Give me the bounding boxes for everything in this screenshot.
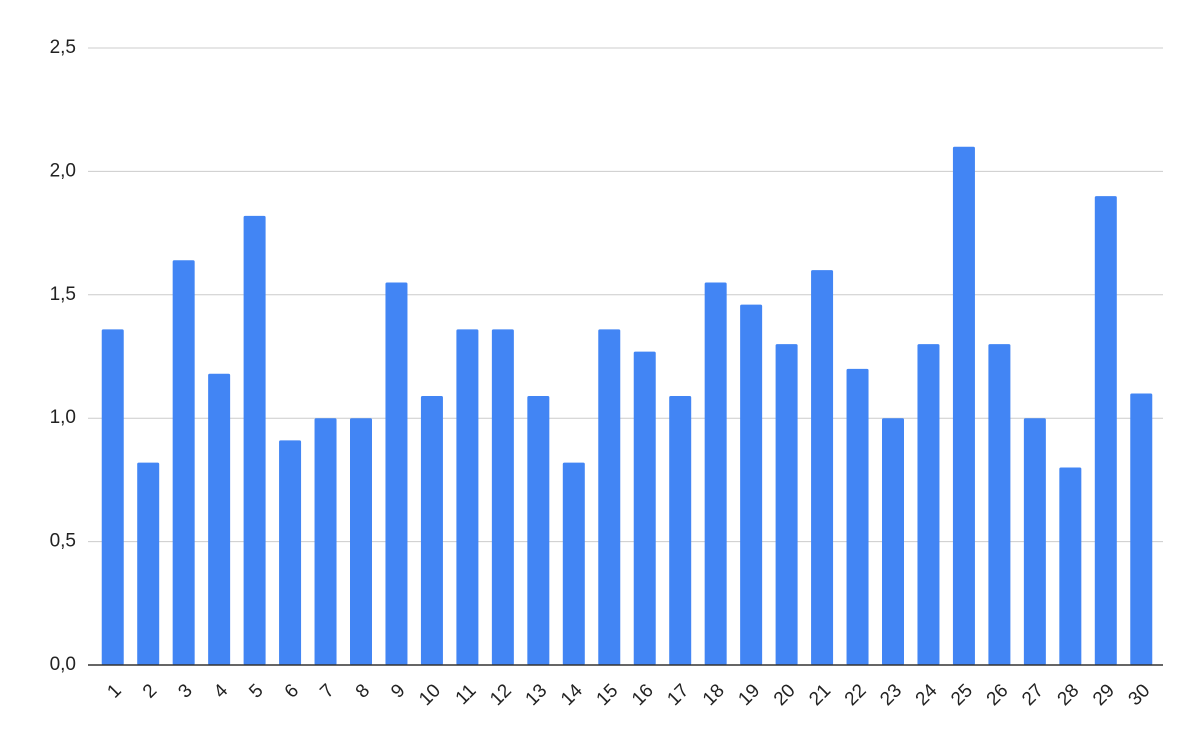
x-tick-label: 13 (522, 680, 552, 710)
bar (385, 282, 408, 665)
y-tick-label: 2,5 (50, 37, 76, 58)
bar (562, 462, 585, 665)
bar (1130, 393, 1153, 665)
bar (846, 368, 869, 665)
bar (456, 329, 479, 665)
x-tick-label: 4 (210, 680, 233, 703)
bar (988, 344, 1011, 665)
bar (491, 329, 514, 665)
x-tick-label: 24 (912, 680, 942, 710)
x-tick-label: 8 (352, 680, 374, 702)
bar (279, 440, 302, 665)
x-tick-label: 7 (316, 680, 338, 702)
x-tick-label: 20 (770, 680, 800, 710)
bar (598, 329, 621, 665)
bar (917, 344, 940, 665)
x-tick-label: 11 (452, 680, 481, 709)
x-tick-label: 21 (805, 680, 835, 710)
bar (208, 373, 231, 665)
bar (740, 304, 763, 665)
bar (952, 146, 975, 666)
x-tick-label: 27 (1018, 680, 1048, 710)
bar (314, 418, 337, 665)
x-tick-label: 12 (486, 680, 516, 710)
x-tick-label: 25 (947, 680, 977, 710)
x-tick-label: 10 (415, 680, 445, 710)
x-tick-label: 30 (1125, 680, 1155, 710)
y-tick-label: 0,0 (50, 654, 76, 675)
bar (811, 270, 834, 665)
x-tick-label: 3 (174, 680, 196, 702)
bar (1023, 418, 1046, 665)
y-tick-label: 0,5 (50, 531, 76, 552)
x-tick-label: 29 (1089, 680, 1119, 710)
x-tick-label: 5 (245, 680, 267, 702)
y-tick-label: 1,5 (50, 284, 76, 305)
x-tick-label: 19 (734, 680, 764, 710)
bar (101, 329, 124, 665)
bar (527, 395, 550, 665)
x-tick-label: 2 (139, 680, 161, 702)
bar (882, 418, 904, 665)
bar (243, 215, 266, 665)
x-tick-label: 23 (876, 680, 906, 710)
bar (633, 351, 656, 665)
x-tick-label: 6 (281, 680, 303, 702)
bar (172, 260, 195, 665)
y-tick-label: 2,0 (50, 160, 76, 181)
x-tick-label: 9 (387, 680, 409, 702)
x-tick-label: 15 (593, 680, 623, 710)
bar (775, 344, 798, 665)
x-tick-label: 28 (1054, 680, 1084, 710)
x-tick-label: 18 (699, 680, 729, 710)
bar (137, 462, 160, 665)
bar (350, 418, 372, 665)
bar (704, 282, 727, 665)
x-tick-label: 17 (663, 680, 693, 710)
y-tick-label: 1,0 (50, 407, 76, 428)
bar (1094, 196, 1117, 665)
x-tick-label: 26 (983, 680, 1013, 710)
bar (669, 395, 692, 665)
x-tick-label: 14 (557, 680, 587, 710)
x-tick-label: 1 (103, 680, 125, 702)
bar (1059, 467, 1082, 665)
bar (420, 395, 443, 665)
x-tick-label: 22 (841, 680, 871, 710)
x-tick-label: 16 (628, 680, 658, 710)
